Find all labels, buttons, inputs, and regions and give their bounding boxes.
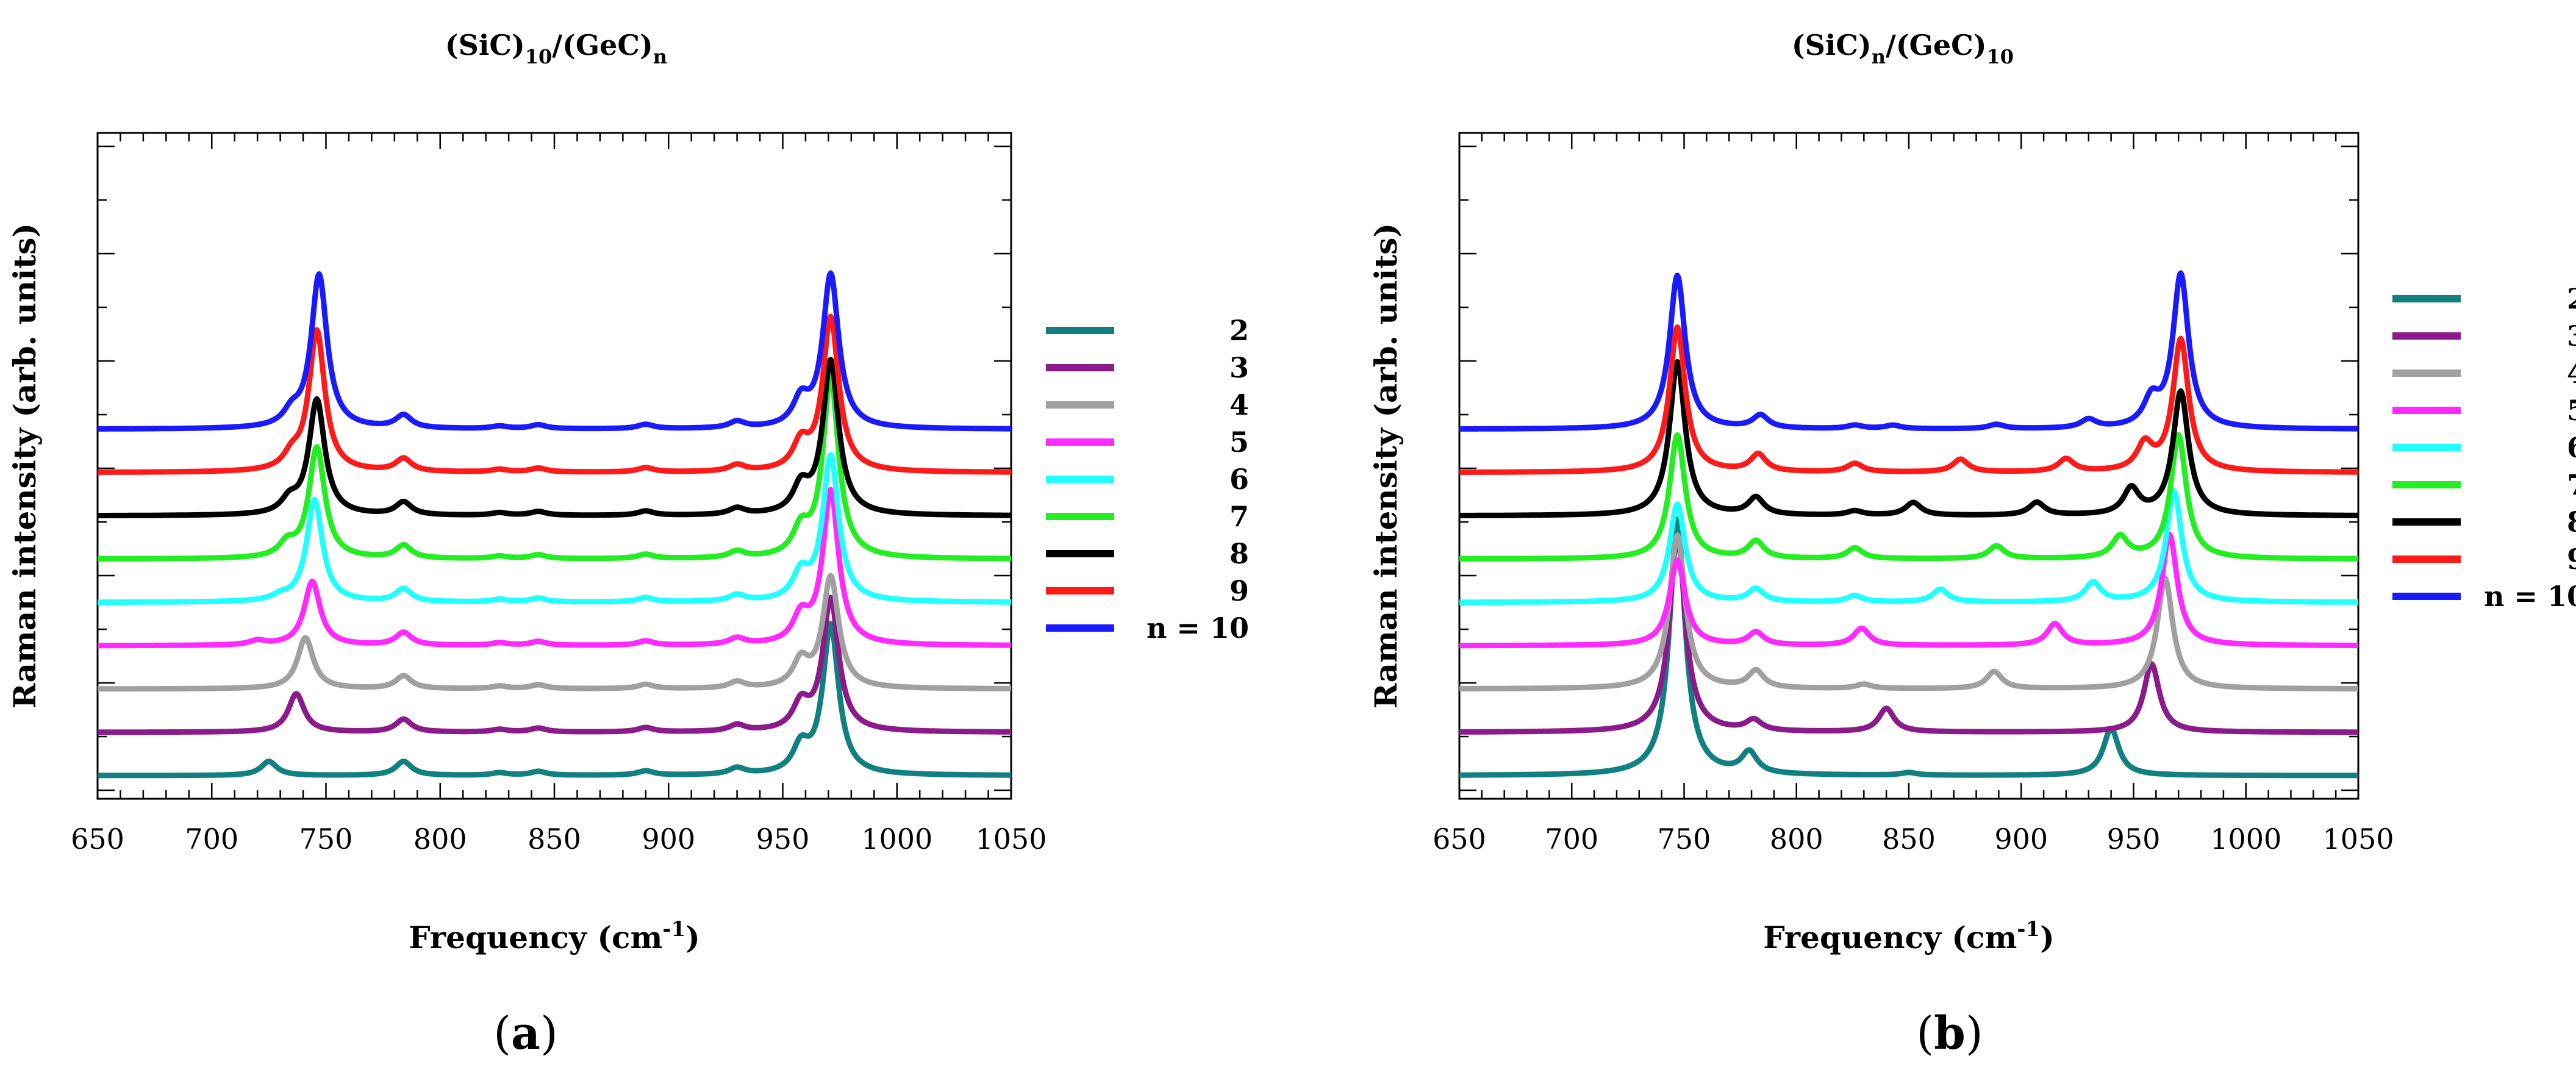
- series-line-6: [1458, 488, 2360, 605]
- series-line-4: [1458, 532, 2360, 691]
- legend-label: 7: [2567, 468, 2576, 501]
- panel-label: (a): [493, 1007, 558, 1060]
- legend-label: 5: [2567, 394, 2576, 427]
- chart-title: (SiC)n/(GeC)10: [1792, 29, 2014, 68]
- x-tick-label: 850: [528, 823, 581, 855]
- x-tick-label: 700: [185, 823, 238, 855]
- chart-panel-b: (SiC)n/(GeC)10 650 700 750 800 850 900 950 1000 1…: [1368, 29, 2576, 1060]
- x-axis-label: Frequency (cm-1): [409, 917, 700, 955]
- series-line-8: [96, 357, 1013, 518]
- x-tick-label: 900: [1994, 823, 2048, 855]
- chart-title: (SiC)10/(GeC)n: [445, 29, 667, 68]
- legend: 2 3 4 5 6 7 8 9 n = 10: [1046, 314, 1249, 645]
- x-tick-label: 1000: [861, 823, 932, 855]
- series-line-7: [1458, 432, 2360, 562]
- legend-label: 2: [2567, 282, 2576, 315]
- legend-label: 9: [2567, 543, 2576, 576]
- legend-label: 6: [1229, 463, 1249, 496]
- legend-label: 5: [1229, 426, 1249, 459]
- panel-label: (b): [1916, 1007, 1983, 1060]
- series-line-2: [96, 621, 1013, 779]
- x-tick-label: 700: [1545, 823, 1598, 855]
- x-tick-label: 1050: [2322, 823, 2394, 855]
- x-tick-label: 900: [642, 823, 695, 855]
- x-tick-label: 650: [71, 823, 124, 855]
- y-axis-label: Raman intensity (arb. units): [1368, 223, 1404, 709]
- series-line-4: [96, 573, 1013, 692]
- series-line-9: [96, 313, 1013, 475]
- series-line-3: [1458, 533, 2360, 735]
- x-tick-label: 850: [1882, 823, 1936, 855]
- y-axis-label: Raman intensity (arb. units): [7, 223, 43, 709]
- series-line-8: [1458, 359, 2360, 518]
- series-line-5: [96, 487, 1013, 649]
- series-line-7: [96, 374, 1013, 562]
- series-line-2: [1458, 516, 2360, 779]
- legend-label: 4: [2567, 357, 2576, 390]
- legend-label: 7: [1229, 500, 1249, 533]
- x-axis-label: Frequency (cm-1): [1763, 917, 2055, 955]
- x-tick-label: 750: [1658, 823, 1711, 855]
- x-tick-label: 1050: [975, 823, 1046, 855]
- legend-label: 8: [1229, 537, 1249, 570]
- legend-label: 3: [2567, 320, 2576, 352]
- legend-label: 3: [1229, 351, 1249, 384]
- legend-label: 8: [2567, 505, 2576, 538]
- legend-label: 6: [2567, 431, 2576, 464]
- legend-label: 2: [1229, 314, 1249, 347]
- series-line-6: [96, 452, 1013, 605]
- legend-label: 9: [1229, 574, 1249, 607]
- x-tick-label: 950: [2107, 823, 2161, 855]
- x-tick-label: 950: [756, 823, 810, 855]
- x-tick-label: 800: [413, 823, 467, 855]
- x-tick-label: 750: [299, 823, 353, 855]
- chart-panel-a: (SiC)10/(GeC)n 650 700 750 800 850 900 950 1000 1…: [7, 29, 1249, 1060]
- series-line-3: [96, 595, 1013, 735]
- x-tick-label: 650: [1433, 823, 1486, 855]
- x-tick-label: 800: [1770, 823, 1823, 855]
- legend: 2 3 4 5 6 7 8 9 n = 10: [2392, 282, 2576, 613]
- series-line-5: [1458, 532, 2360, 649]
- legend-label: n = 10: [2484, 580, 2576, 613]
- legend-label: 4: [1229, 388, 1249, 421]
- series-line-10: [1458, 270, 2360, 432]
- legend-label: n = 10: [1147, 612, 1249, 645]
- series-line-9: [1458, 324, 2360, 475]
- series-line-10: [96, 270, 1013, 432]
- x-tick-label: 1000: [2210, 823, 2281, 855]
